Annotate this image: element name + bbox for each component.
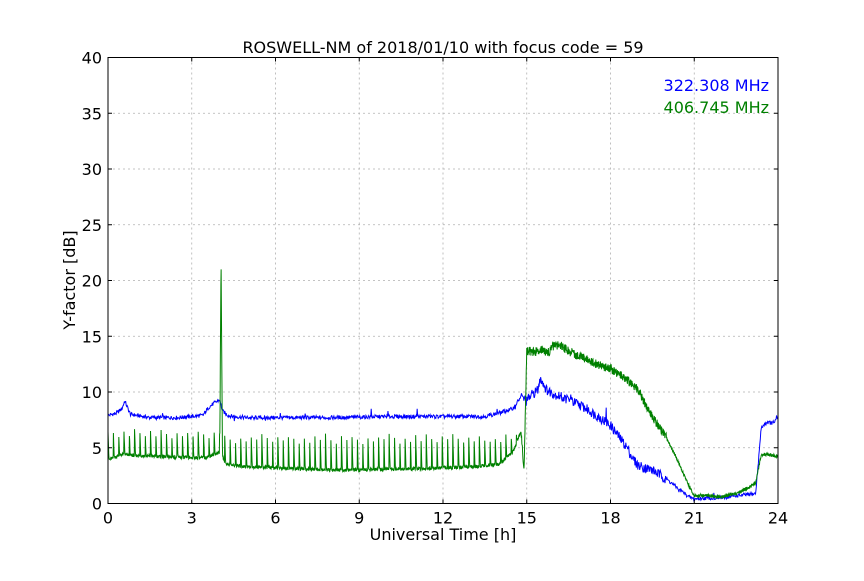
x-tick-label: 0 bbox=[103, 509, 113, 528]
x-tick-label: 18 bbox=[600, 509, 620, 528]
y-tick-label: 15 bbox=[82, 327, 102, 346]
legend-entry-322-mhz: 322.308 MHz bbox=[664, 76, 769, 95]
x-axis-label: Universal Time [h] bbox=[370, 525, 517, 544]
y-tick-label: 40 bbox=[82, 49, 102, 68]
x-tick-label: 9 bbox=[354, 509, 364, 528]
y-axis-label: Y-factor [dB] bbox=[60, 230, 79, 330]
x-tick-label: 21 bbox=[684, 509, 704, 528]
y-tick-label: 0 bbox=[92, 495, 102, 514]
y-tick-label: 20 bbox=[82, 272, 102, 291]
x-tick-label: 15 bbox=[517, 509, 537, 528]
x-tick-label: 12 bbox=[433, 509, 453, 528]
grid bbox=[108, 57, 778, 504]
legend-entry-406-mhz: 406.745 MHz bbox=[664, 98, 769, 117]
series-layer bbox=[107, 269, 779, 503]
ticks: 0 3 6 9 12 15 18 21 24 0 5 10 15 20 25 30 35 40 bbox=[82, 49, 789, 528]
y-tick-label: 30 bbox=[82, 160, 102, 179]
y-tick-label: 25 bbox=[82, 216, 102, 235]
x-tick-label: 24 bbox=[768, 509, 788, 528]
y-tick-label: 5 bbox=[92, 439, 102, 458]
series-line-406-mhz bbox=[107, 269, 779, 500]
x-tick-label: 6 bbox=[270, 509, 280, 528]
x-tick-label: 3 bbox=[187, 509, 197, 528]
chart-title: ROSWELL-NM of 2018/01/10 with focus code… bbox=[242, 38, 643, 57]
y-tick-label: 35 bbox=[82, 104, 102, 123]
y-tick-label: 10 bbox=[82, 383, 102, 402]
